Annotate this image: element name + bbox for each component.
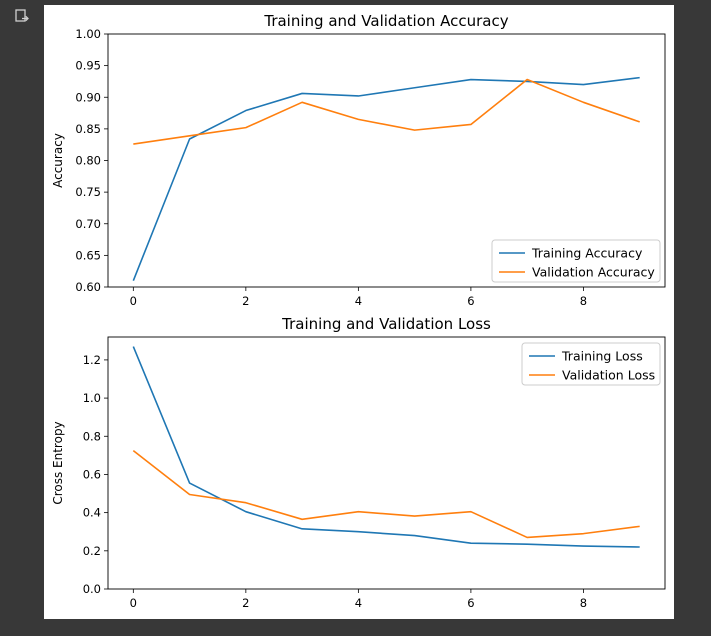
y-tick-label: 0.60 <box>75 280 101 294</box>
legend-entry: Training Loss <box>561 349 643 364</box>
y-tick-label: 0.4 <box>83 506 101 520</box>
legend-box <box>521 342 661 386</box>
figure-canvas: Training and Validation Accuracy0.600.65… <box>51 12 666 610</box>
x-tick-label: 0 <box>130 294 137 308</box>
output-arrow-icon <box>15 9 29 22</box>
legend: Training Loss Validation Loss <box>521 342 661 386</box>
y-tick-label: 0.0 <box>83 582 101 596</box>
x-tick-label: 2 <box>242 294 249 308</box>
series-line-training-accuracy <box>132 76 640 281</box>
x-tick-label: 8 <box>580 294 587 308</box>
chart-loss: Training and Validation Loss 0.0 0.2 0.4 0.6… <box>51 315 666 610</box>
y-tick-label: 1.00 <box>75 27 101 41</box>
y-tick-label: 1.2 <box>83 353 101 367</box>
y-tick-label: 0.75 <box>75 185 101 199</box>
x-tick-label: 4 <box>355 596 362 610</box>
x-tick-label: 8 <box>580 596 587 610</box>
chart-title: Training and Validation Accuracy <box>263 12 508 30</box>
y-tick-label: 0.70 <box>75 217 101 231</box>
output-icon[interactable] <box>14 8 30 24</box>
y-tick-label: 0.85 <box>75 122 101 136</box>
chart-accuracy: Training and Validation Accuracy 0.60 0.65… <box>51 12 666 308</box>
series-line-validation-accuracy <box>133 78 640 145</box>
legend: Training Accuracy Validation Accuracy <box>491 239 661 283</box>
x-tick-label: 0 <box>130 596 137 610</box>
x-tick-label: 6 <box>467 294 474 308</box>
series-line-validation-loss <box>132 449 640 539</box>
y-tick-label: 0.6 <box>83 467 101 481</box>
x-tick-label: 2 <box>242 596 249 610</box>
y-tick-label: 0.80 <box>75 154 101 168</box>
y-tick-label: 0.95 <box>75 59 101 73</box>
x-tick-label: 4 <box>355 294 362 308</box>
y-tick-label: 1.0 <box>83 391 101 405</box>
x-tick-label: 6 <box>467 596 474 610</box>
legend-entry: Validation Loss <box>562 368 655 383</box>
series-line-training-loss <box>132 346 640 548</box>
y-axis-label: Accuracy <box>51 133 65 188</box>
legend-box <box>491 239 661 283</box>
y-axis-label: Cross Entropy <box>51 421 65 504</box>
y-tick-label: 0.2 <box>83 544 101 558</box>
y-tick-label: 0.65 <box>75 248 101 262</box>
legend-entry: Training Accuracy <box>531 246 643 261</box>
y-tick-label: 0.90 <box>75 90 101 104</box>
plot-frame <box>107 336 666 590</box>
figure-panel: Training and Validation Accuracy 0.60 0.65… <box>44 5 674 619</box>
legend-entry: Validation Accuracy <box>532 265 655 280</box>
plot-frame <box>107 33 666 288</box>
y-tick-label: 0.8 <box>83 429 101 443</box>
chart-title: Training and Validation Loss <box>281 315 491 333</box>
